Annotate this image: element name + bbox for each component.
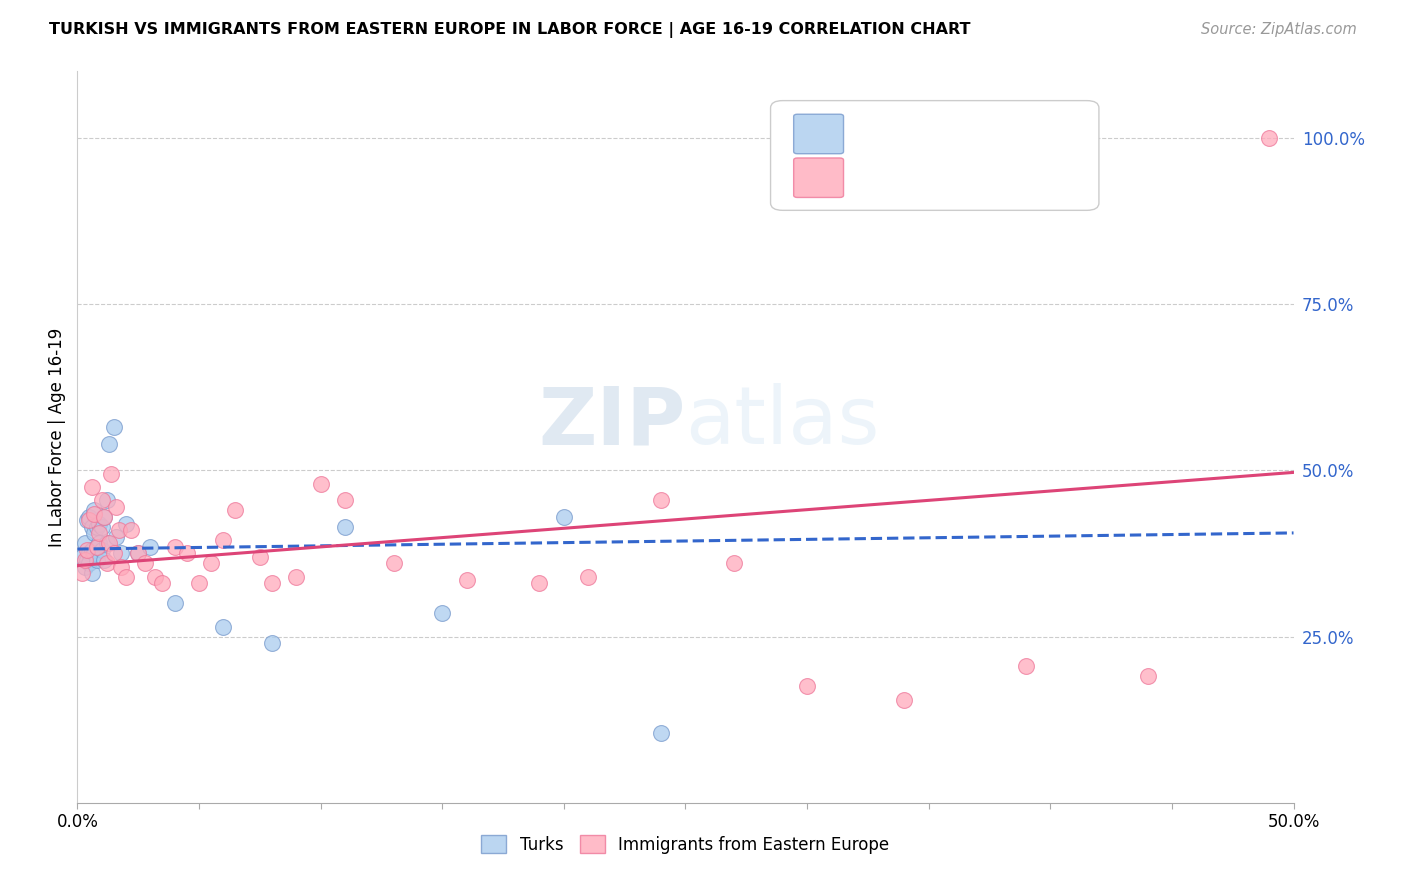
Point <box>333 493 356 508</box>
Point <box>115 570 138 584</box>
Point <box>97 536 120 550</box>
Point <box>430 607 453 621</box>
Point <box>90 493 112 508</box>
Point <box>83 526 105 541</box>
Text: R = 0.296   N = 45: R = 0.296 N = 45 <box>853 170 1018 186</box>
Point <box>70 566 93 581</box>
Point <box>110 546 132 560</box>
Point <box>79 513 101 527</box>
FancyBboxPatch shape <box>793 114 844 153</box>
Point <box>333 520 356 534</box>
Text: ZIP: ZIP <box>538 384 686 461</box>
Point <box>86 553 108 567</box>
Point <box>139 540 162 554</box>
Point <box>86 540 108 554</box>
Point <box>309 476 332 491</box>
Point <box>105 500 128 514</box>
Point <box>110 559 132 574</box>
Point <box>96 557 118 571</box>
Y-axis label: In Labor Force | Age 16-19: In Labor Force | Age 16-19 <box>48 327 66 547</box>
Point <box>90 520 112 534</box>
Point <box>723 557 745 571</box>
Point <box>73 559 96 574</box>
Point <box>650 493 672 508</box>
Point <box>89 516 111 531</box>
Point <box>893 692 915 706</box>
Point <box>103 420 125 434</box>
Point <box>97 436 120 450</box>
FancyBboxPatch shape <box>793 158 844 197</box>
Point <box>76 513 98 527</box>
Point <box>1015 659 1038 673</box>
Point <box>76 553 98 567</box>
Point <box>93 553 115 567</box>
FancyBboxPatch shape <box>770 101 1099 211</box>
Point <box>650 726 672 740</box>
Point <box>79 546 101 560</box>
Point <box>80 520 103 534</box>
Point <box>93 509 115 524</box>
Point <box>260 576 283 591</box>
Point <box>103 546 125 560</box>
Point <box>73 553 96 567</box>
Point <box>80 566 103 581</box>
Point <box>83 503 105 517</box>
Text: R = 0.035   N = 39: R = 0.035 N = 39 <box>853 127 1018 142</box>
Point <box>260 636 283 650</box>
Point <box>80 480 103 494</box>
Point <box>105 530 128 544</box>
Point <box>86 540 108 554</box>
Point <box>89 536 111 550</box>
Point <box>224 503 246 517</box>
Point <box>73 536 96 550</box>
Text: TURKISH VS IMMIGRANTS FROM EASTERN EUROPE IN LABOR FORCE | AGE 16-19 CORRELATION: TURKISH VS IMMIGRANTS FROM EASTERN EUROP… <box>49 22 970 38</box>
Point <box>529 576 551 591</box>
Point <box>152 576 174 591</box>
Point <box>285 570 308 584</box>
Point <box>1136 669 1159 683</box>
Point <box>163 540 186 554</box>
Point <box>76 543 98 558</box>
Point <box>107 523 129 537</box>
Point <box>1258 131 1281 145</box>
Point <box>86 520 108 534</box>
Point <box>127 546 149 560</box>
Point <box>96 493 118 508</box>
Point <box>80 543 103 558</box>
Point <box>83 507 105 521</box>
Point <box>249 549 271 564</box>
Legend: Turks, Immigrants from Eastern Europe: Turks, Immigrants from Eastern Europe <box>475 829 896 860</box>
Point <box>382 557 405 571</box>
Point <box>212 533 235 548</box>
Point <box>79 509 101 524</box>
Point <box>200 557 222 571</box>
Point <box>96 536 118 550</box>
Point <box>83 546 105 560</box>
Point <box>79 557 101 571</box>
Point <box>456 573 478 587</box>
Point <box>70 549 93 564</box>
Point <box>90 543 112 558</box>
Point <box>93 509 115 524</box>
Point <box>576 570 599 584</box>
Point <box>89 526 111 541</box>
Point <box>176 546 198 560</box>
Point <box>120 523 142 537</box>
Point <box>143 570 166 584</box>
Point <box>134 557 156 571</box>
Text: Source: ZipAtlas.com: Source: ZipAtlas.com <box>1201 22 1357 37</box>
Point <box>553 509 575 524</box>
Point <box>127 546 149 560</box>
Point <box>163 596 186 610</box>
Text: atlas: atlas <box>686 384 880 461</box>
Point <box>115 516 138 531</box>
Point <box>188 576 211 591</box>
Point <box>796 680 818 694</box>
Point <box>100 467 122 481</box>
Point <box>212 619 235 633</box>
